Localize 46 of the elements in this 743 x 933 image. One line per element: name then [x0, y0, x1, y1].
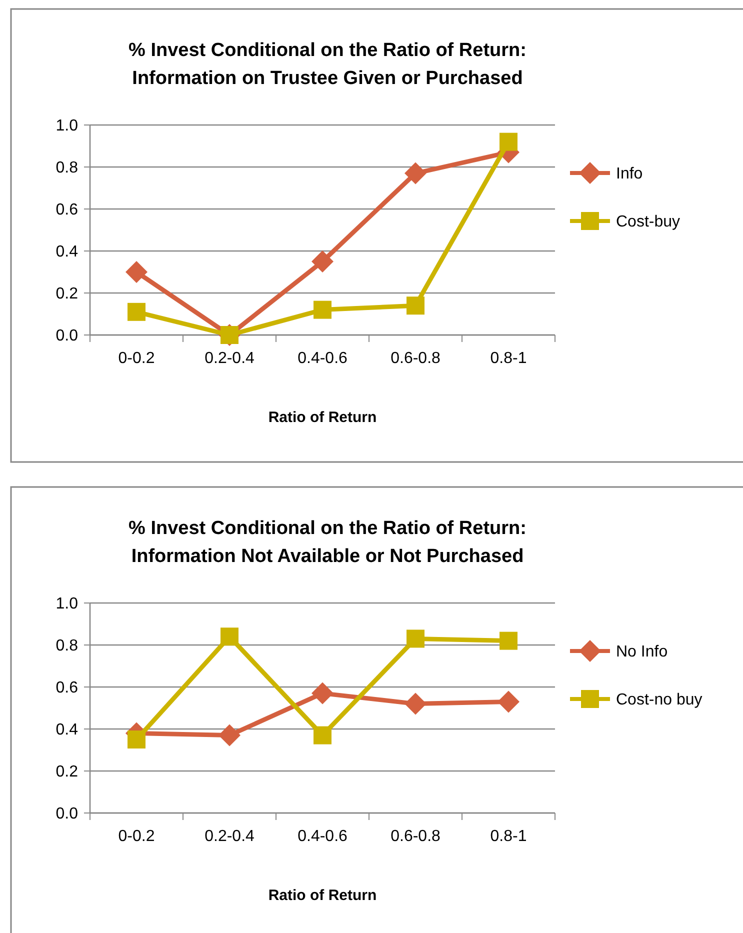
y-tick-label: 0.8 — [56, 638, 78, 655]
y-tick-label: 0.0 — [56, 806, 78, 823]
y-tick-label: 0.4 — [56, 722, 78, 739]
point — [314, 300, 332, 319]
x-tick-label: 0-0.2 — [118, 828, 155, 845]
point — [218, 724, 240, 746]
x-tick-label: 0.8-1 — [490, 828, 527, 845]
point — [312, 250, 334, 272]
y-tick-label: 0.6 — [56, 202, 78, 219]
x-tick-label: 0-0.2 — [118, 350, 155, 367]
legend-label: Cost-buy — [616, 214, 680, 231]
point — [314, 726, 332, 744]
y-tick-label: 1.0 — [56, 596, 78, 613]
y-tick-label: 0.4 — [56, 244, 78, 261]
legend-label: Info — [616, 166, 643, 183]
legend-label: No Info — [616, 644, 668, 661]
point — [500, 632, 518, 650]
point — [128, 730, 146, 748]
point — [404, 162, 426, 184]
y-tick-label: 0.2 — [56, 286, 78, 303]
point — [312, 682, 334, 704]
point — [500, 132, 518, 151]
x-axis-title: Ratio of Return — [268, 887, 377, 904]
chart-title: % Invest Conditional on the Ratio of Return: Information Not Available or Not Purchased — [128, 518, 526, 567]
point — [128, 302, 146, 321]
x-tick-label: 0.4-0.6 — [298, 350, 348, 367]
point — [126, 261, 148, 283]
legend-label: Cost-no buy — [616, 692, 702, 709]
x-tick-label: 0.2-0.4 — [204, 350, 255, 367]
y-tick-label: 0.2 — [56, 764, 78, 781]
x-tick-label: 0.8-1 — [490, 350, 527, 367]
chart-title: % Invest Conditional on the Ratio of Return: Information on Trustee Given or Purchased — [128, 40, 526, 89]
x-axis-title: Ratio of Return — [268, 409, 377, 426]
y-tick-label: 0.0 — [56, 328, 78, 345]
point — [220, 628, 238, 646]
point — [406, 630, 424, 648]
y-tick-label: 1.0 — [56, 118, 78, 135]
x-tick-label: 0.2-0.4 — [204, 828, 255, 845]
y-tick-label: 0.6 — [56, 680, 78, 697]
x-tick-label: 0.4-0.6 — [298, 828, 348, 845]
x-tick-label: 0.6-0.8 — [390, 350, 441, 367]
x-tick-label: 0.6-0.8 — [390, 828, 441, 845]
point — [404, 692, 426, 715]
point — [406, 296, 424, 315]
point — [498, 690, 520, 713]
y-tick-label: 0.8 — [56, 160, 78, 177]
